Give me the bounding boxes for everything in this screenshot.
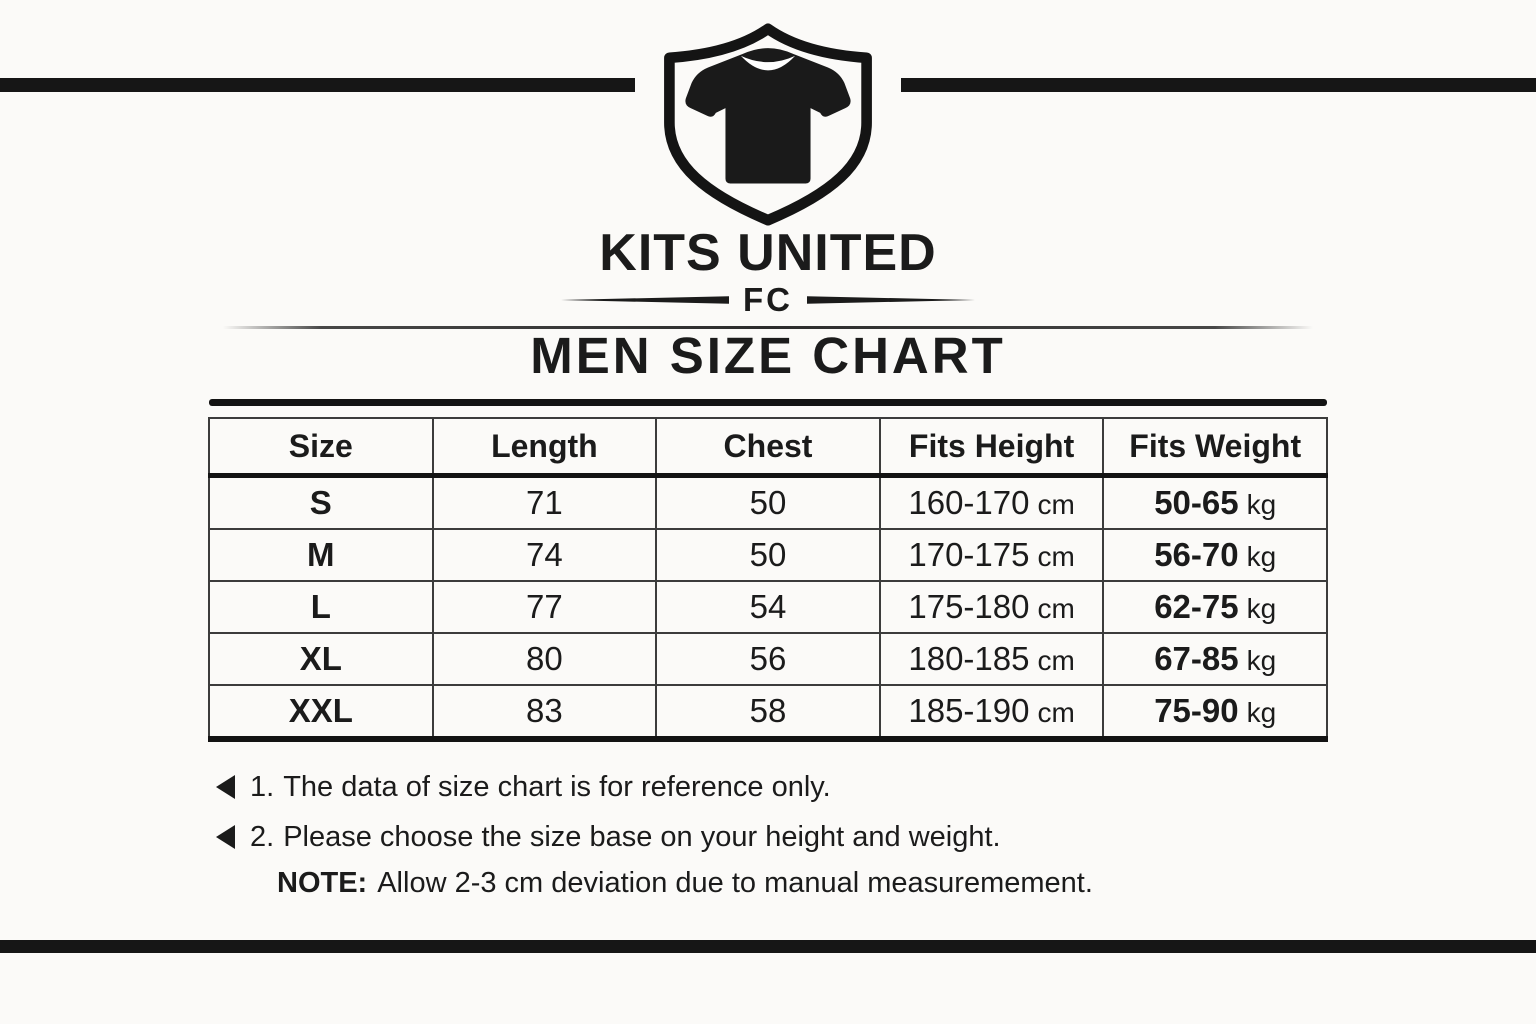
brand-sub-row: FC bbox=[0, 283, 1536, 317]
note-number: 2. bbox=[250, 821, 275, 853]
fading-divider-line bbox=[223, 326, 1313, 329]
cell-fits-height: 180-185 cm bbox=[878, 632, 1105, 686]
note-item-1: 1. The data of size chart is for referenc… bbox=[216, 770, 1001, 804]
height-value: 180-185 bbox=[908, 640, 1030, 677]
height-unit: cm bbox=[1037, 489, 1075, 520]
weight-value: 56-70 bbox=[1154, 536, 1239, 573]
cell-size: XXL bbox=[208, 684, 434, 742]
cell-fits-height: 170-175 cm bbox=[878, 528, 1105, 582]
cell-fits-height: 185-190 cm bbox=[878, 684, 1105, 742]
height-unit: cm bbox=[1037, 697, 1075, 728]
cell-fits-weight: 56-70 kg bbox=[1102, 528, 1328, 582]
note-footer: NOTE: Allow 2-3 cm deviation due to manua… bbox=[277, 866, 1093, 900]
height-value: 185-190 bbox=[908, 692, 1030, 729]
note-footer-label: NOTE: bbox=[277, 867, 368, 899]
note-number: 1. bbox=[250, 771, 275, 803]
note-text: Please choose the size base on your heig… bbox=[283, 821, 1001, 853]
note-item-2: 2. Please choose the size base on your he… bbox=[216, 820, 1001, 854]
cell-fits-height: 160-170 cm bbox=[878, 474, 1105, 530]
page-title: MEN SIZE CHART bbox=[530, 327, 1006, 384]
cell-chest: 54 bbox=[655, 580, 881, 634]
note-text: The data of size chart is for reference … bbox=[283, 771, 831, 803]
column-header-chest: Chest bbox=[655, 417, 881, 478]
height-unit: cm bbox=[1037, 645, 1075, 676]
weight-value: 67-85 bbox=[1154, 640, 1239, 677]
left-triangle-bullet-icon bbox=[216, 825, 235, 849]
club-logo bbox=[635, 22, 901, 227]
cell-length: 74 bbox=[431, 528, 658, 582]
cell-chest: 50 bbox=[655, 474, 881, 530]
cell-size: XL bbox=[208, 632, 434, 686]
cell-length: 71 bbox=[431, 474, 658, 530]
table-body: S 71 50 160-170 cm 50-65 kg M 74 50 170-175 cm 56-70… bbox=[208, 474, 1328, 742]
height-value: 160-170 bbox=[908, 484, 1030, 521]
column-header-size: Size bbox=[208, 417, 434, 478]
column-header-fits-height: Fits Height bbox=[878, 417, 1105, 478]
cell-length: 77 bbox=[431, 580, 658, 634]
weight-unit: kg bbox=[1246, 541, 1277, 572]
cell-fits-weight: 62-75 kg bbox=[1102, 580, 1328, 634]
table-row-m: M 74 50 170-175 cm 56-70 kg bbox=[208, 528, 1328, 582]
weight-value: 75-90 bbox=[1154, 692, 1239, 729]
brand-sub: FC bbox=[743, 281, 793, 318]
table-row-s: S 71 50 160-170 cm 50-65 kg bbox=[208, 474, 1328, 530]
cell-fits-weight: 67-85 kg bbox=[1102, 632, 1328, 686]
height-unit: cm bbox=[1037, 541, 1075, 572]
table-row-xl: XL 80 56 180-185 cm 67-85 kg bbox=[208, 632, 1328, 686]
notes-list: 1. The data of size chart is for referenc… bbox=[216, 770, 1001, 870]
column-header-length: Length bbox=[431, 417, 658, 478]
weight-unit: kg bbox=[1246, 645, 1277, 676]
left-taper-line bbox=[561, 296, 729, 304]
cell-chest: 58 bbox=[655, 684, 881, 742]
cell-length: 83 bbox=[431, 684, 658, 742]
cell-fits-weight: 50-65 kg bbox=[1102, 474, 1328, 530]
table-row-xxl: XXL 83 58 185-190 cm 75-90 kg bbox=[208, 684, 1328, 742]
height-unit: cm bbox=[1037, 593, 1075, 624]
weight-unit: kg bbox=[1246, 593, 1277, 624]
table-header-row: Size Length Chest Fits Height Fits Weight bbox=[208, 417, 1328, 478]
cell-chest: 56 bbox=[655, 632, 881, 686]
weight-value: 62-75 bbox=[1154, 588, 1239, 625]
weight-unit: kg bbox=[1246, 697, 1277, 728]
cell-fits-height: 175-180 cm bbox=[878, 580, 1105, 634]
brand-name: KITS UNITED bbox=[599, 224, 937, 282]
cell-fits-weight: 75-90 kg bbox=[1102, 684, 1328, 742]
cell-size: L bbox=[208, 580, 434, 634]
table-header: Size Length Chest Fits Height Fits Weight bbox=[208, 417, 1328, 478]
column-header-fits-weight: Fits Weight bbox=[1102, 417, 1328, 478]
weight-value: 50-65 bbox=[1154, 484, 1239, 521]
bottom-divider-bar bbox=[0, 940, 1536, 953]
right-taper-line bbox=[807, 296, 975, 304]
height-value: 170-175 bbox=[908, 536, 1030, 573]
shield-tshirt-icon bbox=[664, 23, 872, 226]
height-value: 175-180 bbox=[908, 588, 1030, 625]
cell-length: 80 bbox=[431, 632, 658, 686]
cell-chest: 50 bbox=[655, 528, 881, 582]
table-top-rule bbox=[209, 399, 1327, 406]
left-triangle-bullet-icon bbox=[216, 775, 235, 799]
cell-size: S bbox=[208, 474, 434, 530]
note-footer-text: Allow 2-3 cm deviation due to manual mea… bbox=[377, 867, 1093, 899]
weight-unit: kg bbox=[1246, 489, 1277, 520]
table-row-l: L 77 54 175-180 cm 62-75 kg bbox=[208, 580, 1328, 634]
cell-size: M bbox=[208, 528, 434, 582]
